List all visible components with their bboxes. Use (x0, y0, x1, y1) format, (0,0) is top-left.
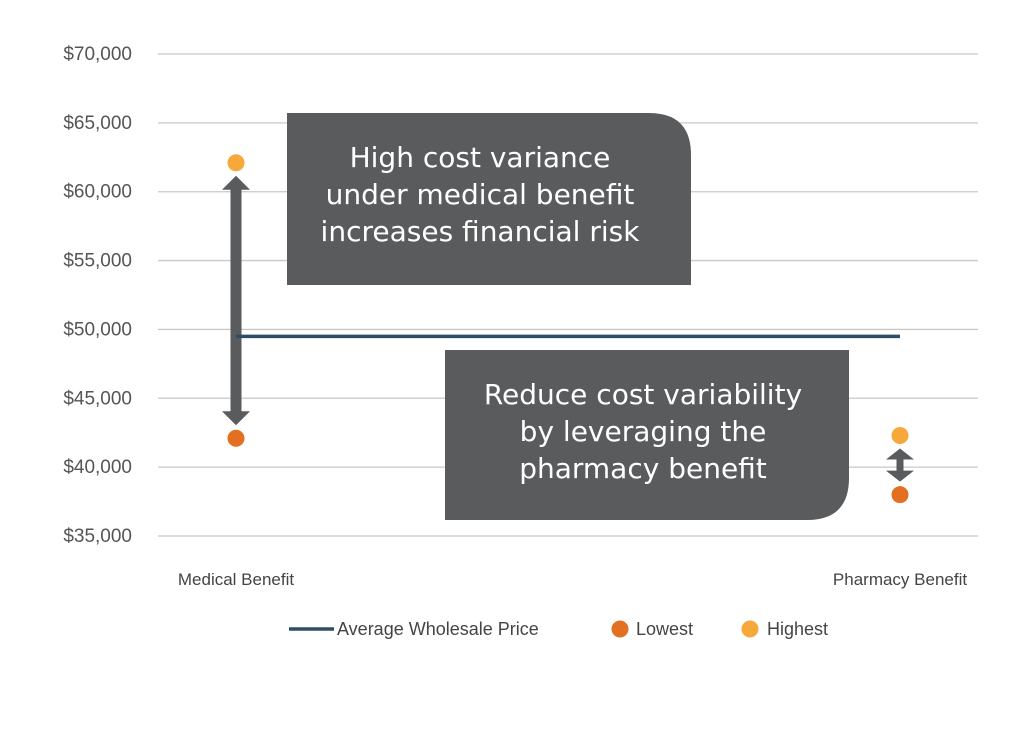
legend-dot-swatch (611, 620, 629, 638)
category-labels: Medical Benefit Pharmacy Benefit (178, 570, 967, 589)
y-tick-label: $60,000 (63, 182, 132, 203)
category-label: Medical Benefit (178, 570, 295, 589)
y-axis-ticks: $70,000 $65,000 $60,000 $55,000 $50,000 $45,0… (63, 44, 132, 547)
legend-dot-swatch (741, 620, 759, 638)
callout-box: Reduce cost variability by leveraging the… (445, 350, 849, 520)
lowest-point (891, 486, 909, 504)
y-tick-label: $70,000 (63, 44, 132, 65)
arrow-shaft (230, 188, 242, 413)
legend-label: Lowest (636, 619, 693, 639)
lowest-point (227, 429, 245, 447)
legend-item-average: Average Wholesale Price (289, 619, 539, 639)
arrow-head-up (222, 175, 250, 190)
data-points (227, 154, 909, 504)
legend-item-highest: Highest (741, 619, 828, 639)
category-label: Pharmacy Benefit (833, 570, 967, 589)
callout-line: Reduce cost variability (484, 378, 802, 411)
callout-background (445, 350, 849, 520)
arrow-head-down (886, 470, 914, 482)
callout-line: increases financial risk (321, 215, 641, 248)
arrow-head-up (886, 448, 914, 460)
arrow-shaft (896, 458, 904, 472)
legend: Average Wholesale Price Lowest Highest (289, 619, 828, 639)
callout-line: by leveraging the (520, 415, 767, 448)
callout-text: High cost variance under medical benefit i… (321, 141, 641, 248)
y-tick-label: $35,000 (63, 526, 132, 547)
range-arrows (222, 175, 914, 482)
callout-background (287, 113, 691, 285)
y-tick-label: $65,000 (63, 113, 132, 134)
callouts: High cost variance under medical benefit i… (287, 113, 849, 520)
y-tick-label: $55,000 (63, 251, 132, 272)
highest-point (891, 426, 909, 444)
range-arrow (886, 448, 914, 482)
y-tick-label: $40,000 (63, 457, 132, 478)
legend-label: Average Wholesale Price (337, 619, 539, 639)
y-tick-label: $45,000 (63, 388, 132, 409)
arrow-head-down (222, 411, 250, 426)
callout-line: High cost variance (350, 141, 611, 174)
callout-line: under medical benefit (326, 178, 635, 211)
range-arrow (222, 175, 250, 426)
legend-item-lowest: Lowest (611, 619, 693, 639)
callout-text: Reduce cost variability by leveraging the… (484, 378, 802, 485)
y-tick-label: $50,000 (63, 319, 132, 340)
callout-box: High cost variance under medical benefit i… (287, 113, 691, 285)
highest-point (227, 154, 245, 172)
callout-line: pharmacy benefit (519, 452, 767, 485)
legend-label: Highest (767, 619, 828, 639)
